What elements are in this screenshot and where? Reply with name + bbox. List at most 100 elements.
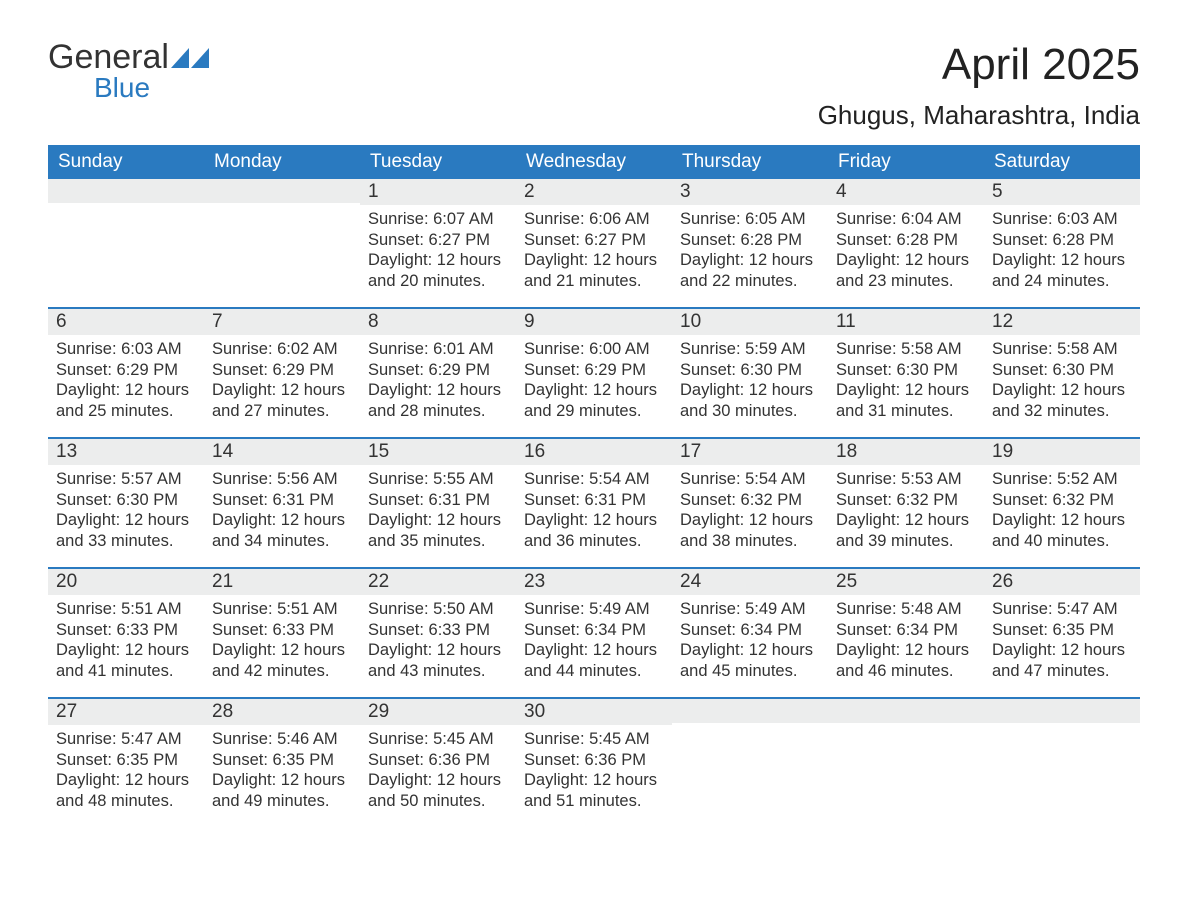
day-details: Sunrise: 6:04 AMSunset: 6:28 PMDaylight:…	[828, 205, 984, 302]
day-cell: 21Sunrise: 5:51 AMSunset: 6:33 PMDayligh…	[204, 569, 360, 697]
day-details	[984, 723, 1140, 737]
day-number	[828, 699, 984, 723]
sunset-line: Sunset: 6:30 PM	[680, 360, 820, 381]
daylight-line: Daylight: 12 hours and 46 minutes.	[836, 640, 976, 681]
day-cell: 8Sunrise: 6:01 AMSunset: 6:29 PMDaylight…	[360, 309, 516, 437]
daylight-line: Daylight: 12 hours and 48 minutes.	[56, 770, 196, 811]
sunrise-line: Sunrise: 5:58 AM	[992, 339, 1132, 360]
daylight-line: Daylight: 12 hours and 34 minutes.	[212, 510, 352, 551]
sunrise-line: Sunrise: 6:02 AM	[212, 339, 352, 360]
daylight-line: Daylight: 12 hours and 27 minutes.	[212, 380, 352, 421]
daylight-line: Daylight: 12 hours and 24 minutes.	[992, 250, 1132, 291]
daylight-line: Daylight: 12 hours and 42 minutes.	[212, 640, 352, 681]
day-number	[984, 699, 1140, 723]
sunset-line: Sunset: 6:36 PM	[524, 750, 664, 771]
sunrise-line: Sunrise: 6:04 AM	[836, 209, 976, 230]
day-cell: 6Sunrise: 6:03 AMSunset: 6:29 PMDaylight…	[48, 309, 204, 437]
daylight-line: Daylight: 12 hours and 47 minutes.	[992, 640, 1132, 681]
sunrise-line: Sunrise: 5:52 AM	[992, 469, 1132, 490]
daylight-line: Daylight: 12 hours and 25 minutes.	[56, 380, 196, 421]
day-number: 4	[828, 179, 984, 205]
day-cell: 24Sunrise: 5:49 AMSunset: 6:34 PMDayligh…	[672, 569, 828, 697]
daylight-line: Daylight: 12 hours and 32 minutes.	[992, 380, 1132, 421]
day-details: Sunrise: 6:05 AMSunset: 6:28 PMDaylight:…	[672, 205, 828, 302]
sunset-line: Sunset: 6:34 PM	[836, 620, 976, 641]
sunset-line: Sunset: 6:31 PM	[524, 490, 664, 511]
sunset-line: Sunset: 6:33 PM	[56, 620, 196, 641]
flag-icon	[169, 44, 211, 78]
daylight-line: Daylight: 12 hours and 38 minutes.	[680, 510, 820, 551]
day-details: Sunrise: 5:47 AMSunset: 6:35 PMDaylight:…	[48, 725, 204, 822]
sunrise-line: Sunrise: 5:45 AM	[368, 729, 508, 750]
day-number: 22	[360, 569, 516, 595]
day-details: Sunrise: 5:57 AMSunset: 6:30 PMDaylight:…	[48, 465, 204, 562]
sunset-line: Sunset: 6:32 PM	[836, 490, 976, 511]
day-number: 12	[984, 309, 1140, 335]
daylight-line: Daylight: 12 hours and 36 minutes.	[524, 510, 664, 551]
day-cell: 20Sunrise: 5:51 AMSunset: 6:33 PMDayligh…	[48, 569, 204, 697]
daylight-line: Daylight: 12 hours and 51 minutes.	[524, 770, 664, 811]
title-block: April 2025 Ghugus, Maharashtra, India	[818, 40, 1140, 141]
header: General Blue April 2025 Ghugus, Maharash…	[48, 40, 1140, 141]
day-number: 17	[672, 439, 828, 465]
day-details: Sunrise: 5:54 AMSunset: 6:31 PMDaylight:…	[516, 465, 672, 562]
day-details: Sunrise: 5:48 AMSunset: 6:34 PMDaylight:…	[828, 595, 984, 692]
day-cell: 26Sunrise: 5:47 AMSunset: 6:35 PMDayligh…	[984, 569, 1140, 697]
day-number: 20	[48, 569, 204, 595]
daylight-line: Daylight: 12 hours and 35 minutes.	[368, 510, 508, 551]
daylight-line: Daylight: 12 hours and 49 minutes.	[212, 770, 352, 811]
day-details: Sunrise: 5:51 AMSunset: 6:33 PMDaylight:…	[48, 595, 204, 692]
day-cell: 27Sunrise: 5:47 AMSunset: 6:35 PMDayligh…	[48, 699, 204, 827]
calendar: Sunday Monday Tuesday Wednesday Thursday…	[48, 145, 1140, 827]
daylight-line: Daylight: 12 hours and 44 minutes.	[524, 640, 664, 681]
sunrise-line: Sunrise: 6:00 AM	[524, 339, 664, 360]
sunset-line: Sunset: 6:35 PM	[56, 750, 196, 771]
day-details: Sunrise: 5:53 AMSunset: 6:32 PMDaylight:…	[828, 465, 984, 562]
daylight-line: Daylight: 12 hours and 31 minutes.	[836, 380, 976, 421]
sunrise-line: Sunrise: 6:01 AM	[368, 339, 508, 360]
day-cell: 4Sunrise: 6:04 AMSunset: 6:28 PMDaylight…	[828, 179, 984, 307]
day-details: Sunrise: 5:54 AMSunset: 6:32 PMDaylight:…	[672, 465, 828, 562]
sunrise-line: Sunrise: 5:48 AM	[836, 599, 976, 620]
day-cell: 7Sunrise: 6:02 AMSunset: 6:29 PMDaylight…	[204, 309, 360, 437]
week-row: 27Sunrise: 5:47 AMSunset: 6:35 PMDayligh…	[48, 697, 1140, 827]
day-details: Sunrise: 5:49 AMSunset: 6:34 PMDaylight:…	[516, 595, 672, 692]
sunrise-line: Sunrise: 6:03 AM	[992, 209, 1132, 230]
day-cell: 12Sunrise: 5:58 AMSunset: 6:30 PMDayligh…	[984, 309, 1140, 437]
day-number: 21	[204, 569, 360, 595]
day-cell: 13Sunrise: 5:57 AMSunset: 6:30 PMDayligh…	[48, 439, 204, 567]
daylight-line: Daylight: 12 hours and 28 minutes.	[368, 380, 508, 421]
sunset-line: Sunset: 6:31 PM	[368, 490, 508, 511]
day-cell	[984, 699, 1140, 827]
day-number: 5	[984, 179, 1140, 205]
day-number: 1	[360, 179, 516, 205]
day-number: 23	[516, 569, 672, 595]
day-number: 19	[984, 439, 1140, 465]
week-row: 6Sunrise: 6:03 AMSunset: 6:29 PMDaylight…	[48, 307, 1140, 437]
sunset-line: Sunset: 6:35 PM	[992, 620, 1132, 641]
day-number: 25	[828, 569, 984, 595]
day-number: 28	[204, 699, 360, 725]
day-details: Sunrise: 5:58 AMSunset: 6:30 PMDaylight:…	[828, 335, 984, 432]
brand-logo: General Blue	[48, 40, 211, 104]
daylight-line: Daylight: 12 hours and 29 minutes.	[524, 380, 664, 421]
day-details: Sunrise: 5:49 AMSunset: 6:34 PMDaylight:…	[672, 595, 828, 692]
day-cell: 9Sunrise: 6:00 AMSunset: 6:29 PMDaylight…	[516, 309, 672, 437]
sunrise-line: Sunrise: 5:57 AM	[56, 469, 196, 490]
sunset-line: Sunset: 6:31 PM	[212, 490, 352, 511]
sunrise-line: Sunrise: 5:54 AM	[524, 469, 664, 490]
daylight-line: Daylight: 12 hours and 39 minutes.	[836, 510, 976, 551]
sunset-line: Sunset: 6:36 PM	[368, 750, 508, 771]
daylight-line: Daylight: 12 hours and 22 minutes.	[680, 250, 820, 291]
dow-header-row: Sunday Monday Tuesday Wednesday Thursday…	[48, 145, 1140, 179]
day-number	[48, 179, 204, 203]
day-number: 24	[672, 569, 828, 595]
sunrise-line: Sunrise: 6:06 AM	[524, 209, 664, 230]
day-details: Sunrise: 5:52 AMSunset: 6:32 PMDaylight:…	[984, 465, 1140, 562]
daylight-line: Daylight: 12 hours and 20 minutes.	[368, 250, 508, 291]
sunset-line: Sunset: 6:30 PM	[56, 490, 196, 511]
sunrise-line: Sunrise: 6:05 AM	[680, 209, 820, 230]
daylight-line: Daylight: 12 hours and 40 minutes.	[992, 510, 1132, 551]
week-row: 1Sunrise: 6:07 AMSunset: 6:27 PMDaylight…	[48, 179, 1140, 307]
day-details: Sunrise: 6:00 AMSunset: 6:29 PMDaylight:…	[516, 335, 672, 432]
